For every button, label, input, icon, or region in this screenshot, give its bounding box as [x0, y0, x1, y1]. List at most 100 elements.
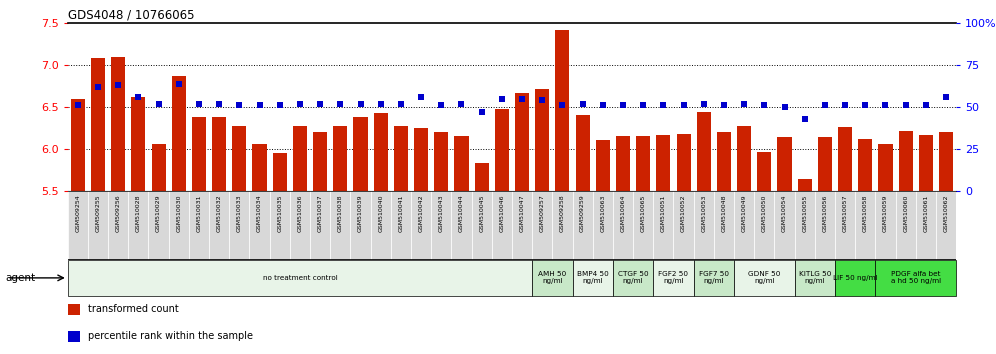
- Bar: [232, 126, 246, 191]
- Text: GSM509255: GSM509255: [96, 195, 101, 232]
- Point: [171, 81, 187, 86]
- Point: [413, 94, 429, 100]
- Text: GSM510043: GSM510043: [439, 195, 444, 232]
- Text: GSM510034: GSM510034: [257, 195, 262, 232]
- Bar: [596, 140, 610, 191]
- FancyBboxPatch shape: [68, 260, 532, 296]
- Bar: [939, 132, 953, 191]
- FancyBboxPatch shape: [895, 191, 915, 260]
- Point: [595, 103, 611, 108]
- Point: [756, 103, 772, 108]
- Point: [858, 103, 873, 108]
- FancyBboxPatch shape: [835, 191, 856, 260]
- Bar: [798, 179, 812, 191]
- FancyBboxPatch shape: [209, 191, 229, 260]
- Text: GSM510056: GSM510056: [823, 195, 828, 232]
- Text: GSM510044: GSM510044: [459, 195, 464, 232]
- Text: GSM510037: GSM510037: [318, 195, 323, 232]
- Point: [252, 103, 268, 108]
- FancyBboxPatch shape: [148, 191, 168, 260]
- Text: GSM510033: GSM510033: [237, 195, 242, 232]
- FancyBboxPatch shape: [915, 191, 936, 260]
- Point: [797, 116, 813, 122]
- Point: [918, 103, 934, 108]
- FancyBboxPatch shape: [856, 191, 875, 260]
- Text: transformed count: transformed count: [88, 304, 178, 314]
- Text: GSM510041: GSM510041: [398, 195, 403, 232]
- FancyBboxPatch shape: [754, 191, 775, 260]
- Text: PDGF alfa bet
a hd 50 ng/ml: PDGF alfa bet a hd 50 ng/ml: [890, 272, 941, 284]
- Point: [494, 96, 510, 102]
- FancyBboxPatch shape: [68, 191, 88, 260]
- FancyBboxPatch shape: [249, 191, 270, 260]
- Text: GSM510031: GSM510031: [196, 195, 201, 232]
- Text: GSM510035: GSM510035: [277, 195, 282, 232]
- FancyBboxPatch shape: [371, 191, 390, 260]
- Text: GSM510040: GSM510040: [378, 195, 383, 232]
- Bar: [393, 126, 408, 191]
- Text: GSM510064: GSM510064: [621, 195, 625, 232]
- Bar: [68, 304, 80, 315]
- Bar: [818, 137, 832, 191]
- FancyBboxPatch shape: [693, 260, 734, 296]
- Point: [333, 101, 349, 107]
- Point: [837, 103, 853, 108]
- Bar: [778, 137, 792, 191]
- Point: [716, 103, 732, 108]
- FancyBboxPatch shape: [633, 191, 653, 260]
- Point: [150, 101, 166, 107]
- FancyBboxPatch shape: [593, 191, 613, 260]
- Bar: [898, 131, 912, 191]
- Bar: [131, 97, 145, 191]
- Text: GSM510039: GSM510039: [358, 195, 363, 232]
- Bar: [859, 139, 872, 191]
- FancyBboxPatch shape: [573, 191, 593, 260]
- Text: GSM509254: GSM509254: [76, 195, 81, 232]
- FancyBboxPatch shape: [168, 191, 189, 260]
- Bar: [334, 126, 348, 191]
- Text: GSM510042: GSM510042: [418, 195, 423, 232]
- Point: [575, 101, 591, 107]
- Point: [675, 103, 691, 108]
- Point: [373, 101, 388, 107]
- Point: [130, 94, 146, 100]
- Point: [555, 103, 571, 108]
- FancyBboxPatch shape: [532, 191, 553, 260]
- Bar: [495, 109, 509, 191]
- Bar: [676, 134, 690, 191]
- Bar: [474, 164, 489, 191]
- FancyBboxPatch shape: [795, 260, 835, 296]
- FancyBboxPatch shape: [331, 191, 351, 260]
- Point: [392, 101, 409, 107]
- Text: FGF7 50
ng/ml: FGF7 50 ng/ml: [699, 272, 729, 284]
- Text: GDS4048 / 10766065: GDS4048 / 10766065: [68, 9, 194, 22]
- Text: GSM510054: GSM510054: [782, 195, 787, 232]
- FancyBboxPatch shape: [775, 191, 795, 260]
- Text: GSM510032: GSM510032: [217, 195, 222, 232]
- Point: [474, 109, 490, 115]
- Point: [70, 103, 86, 108]
- FancyBboxPatch shape: [270, 191, 290, 260]
- Point: [211, 101, 227, 107]
- Bar: [171, 76, 186, 191]
- Point: [635, 103, 651, 108]
- Point: [191, 101, 207, 107]
- FancyBboxPatch shape: [189, 191, 209, 260]
- FancyBboxPatch shape: [573, 260, 613, 296]
- Text: GSM510036: GSM510036: [298, 195, 303, 232]
- Text: no treatment control: no treatment control: [263, 275, 338, 281]
- Bar: [91, 58, 106, 191]
- Text: AMH 50
ng/ml: AMH 50 ng/ml: [538, 272, 567, 284]
- Text: GSM510050: GSM510050: [762, 195, 767, 232]
- Text: GSM510051: GSM510051: [661, 195, 666, 232]
- FancyBboxPatch shape: [471, 191, 492, 260]
- FancyBboxPatch shape: [88, 191, 109, 260]
- FancyBboxPatch shape: [936, 191, 956, 260]
- Text: GSM509256: GSM509256: [116, 195, 121, 232]
- Point: [453, 101, 469, 107]
- Text: CTGF 50
ng/ml: CTGF 50 ng/ml: [618, 272, 648, 284]
- Bar: [374, 113, 387, 191]
- Text: GSM509258: GSM509258: [560, 195, 565, 232]
- FancyBboxPatch shape: [653, 260, 693, 296]
- Bar: [454, 136, 468, 191]
